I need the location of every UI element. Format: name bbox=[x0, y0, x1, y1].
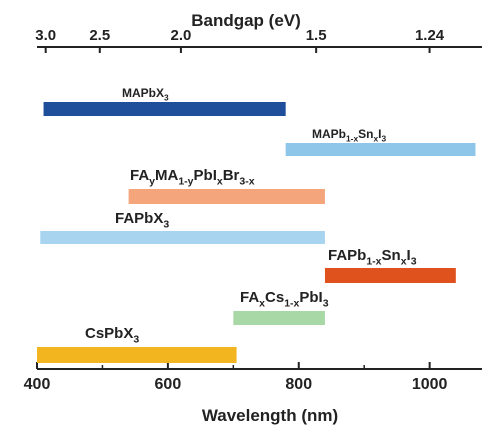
top-axis: 3.0 2.5 2.0 1.5 1.24 bbox=[35, 27, 482, 53]
bottom-axis-title: Wavelength (nm) bbox=[202, 406, 338, 425]
top-tick-label: 1.5 bbox=[306, 27, 327, 44]
bar-label: FAPbX3 bbox=[115, 210, 169, 231]
bar-label: FAyMA1-yPbIxBr3-x bbox=[130, 167, 255, 188]
bottom-tick-label: 600 bbox=[155, 376, 182, 393]
bottom-tick-label: 400 bbox=[24, 376, 51, 393]
top-tick-label: 2.0 bbox=[170, 27, 191, 44]
top-tick-label: 2.5 bbox=[89, 27, 110, 44]
top-tick-label: 1.24 bbox=[415, 27, 445, 44]
bar-label: FAPb1-xSnxI3 bbox=[328, 247, 417, 268]
bottom-tick-label: 800 bbox=[285, 376, 312, 393]
bottom-axis: 400 600 800 1000 bbox=[24, 362, 482, 393]
bar-mapb1-xsnxi3 bbox=[285, 143, 476, 156]
bar-label: CsPbX3 bbox=[85, 325, 139, 346]
bar-fapbx3 bbox=[40, 231, 325, 244]
bar-fapb1-xsnxi3 bbox=[324, 268, 456, 283]
bar-mapbx3 bbox=[43, 102, 286, 116]
bar-cspbx3 bbox=[37, 347, 237, 363]
bottom-tick-label: 1000 bbox=[412, 376, 448, 393]
bars-group bbox=[37, 102, 476, 363]
top-axis-title: Bandgap (eV) bbox=[191, 11, 301, 30]
bar-faxcs1-xpbi3 bbox=[233, 311, 325, 325]
bar-labels-group: MAPbX3 MAPb1-xSnxI3 FAyMA1-yPbIxBr3-x FAPbX… bbox=[85, 86, 417, 346]
bar-label: MAPbX3 bbox=[122, 86, 169, 103]
bar-label: MAPb1-xSnxI3 bbox=[312, 127, 386, 144]
top-tick-label: 3.0 bbox=[35, 27, 56, 44]
bar-fayma1-ypbixbr3-x bbox=[128, 189, 325, 204]
bar-label: FAxCs1-xPbI3 bbox=[240, 289, 329, 310]
